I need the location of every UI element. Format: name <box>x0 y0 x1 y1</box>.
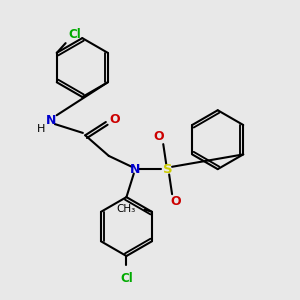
Text: S: S <box>163 163 172 176</box>
Text: Cl: Cl <box>120 272 133 285</box>
Text: O: O <box>110 113 120 126</box>
Text: O: O <box>170 195 181 208</box>
Text: Cl: Cl <box>69 28 81 41</box>
Text: H: H <box>37 124 45 134</box>
Text: O: O <box>154 130 164 143</box>
Text: N: N <box>130 163 140 176</box>
Text: N: N <box>46 114 56 127</box>
Text: CH₃: CH₃ <box>116 204 136 214</box>
